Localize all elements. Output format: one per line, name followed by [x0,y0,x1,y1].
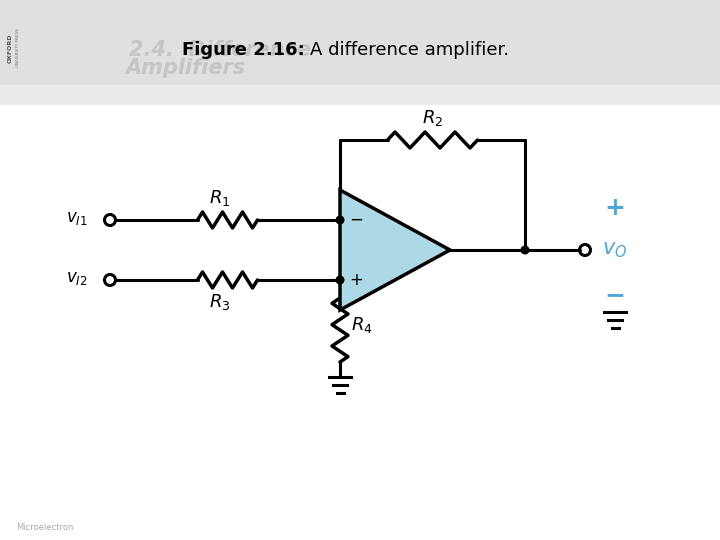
Polygon shape [340,190,450,310]
Bar [0,0,720,85]
Text: $R_4$: $R_4$ [351,315,373,335]
Text: 2.4.  Difference: 2.4. Difference [129,40,311,60]
Text: OXFORD: OXFORD [7,33,12,63]
Text: $v_{I2}$: $v_{I2}$ [66,269,88,287]
Text: A difference amplifier.: A difference amplifier. [310,41,510,59]
Text: Microelectron: Microelectron [17,523,73,532]
Text: $R_2$: $R_2$ [422,108,443,128]
Text: $R_3$: $R_3$ [209,292,230,312]
Text: −: − [605,283,626,307]
Text: $v_O$: $v_O$ [603,240,628,260]
Circle shape [336,276,344,284]
Text: $R_1$: $R_1$ [209,188,230,208]
Text: UNIVERSITY PRESS: UNIVERSITY PRESS [16,29,20,68]
Text: −: − [349,211,363,229]
Circle shape [521,246,528,254]
Text: +: + [605,196,626,220]
Text: Figure 2.16:: Figure 2.16: [181,41,305,59]
Bar [0,85,720,105]
Text: Amplifiers: Amplifiers [125,58,245,78]
Text: +: + [349,271,363,289]
Text: $v_{I1}$: $v_{I1}$ [66,209,88,227]
Circle shape [336,216,344,224]
